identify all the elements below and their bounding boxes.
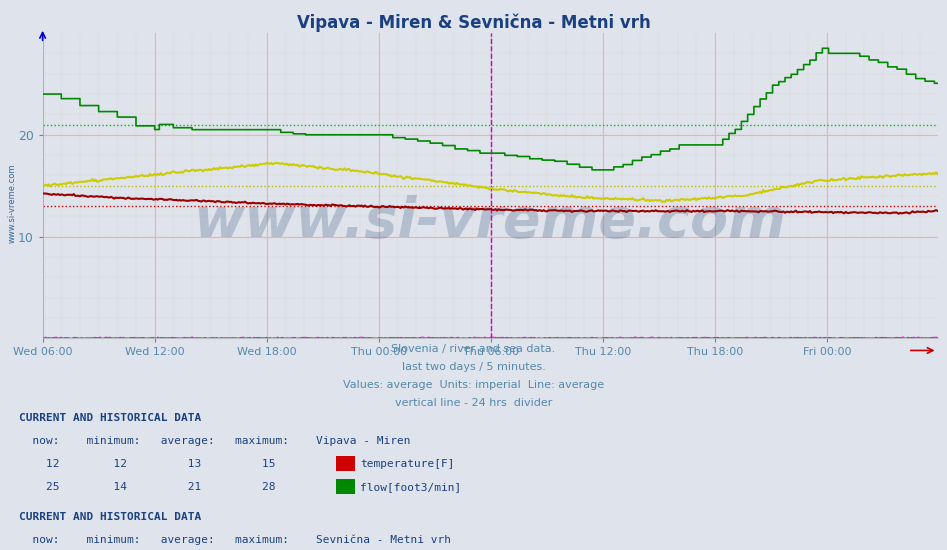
Text: www.si-vreme.com: www.si-vreme.com: [193, 195, 787, 249]
Text: vertical line - 24 hrs  divider: vertical line - 24 hrs divider: [395, 398, 552, 408]
Text: Slovenia / river and sea data.: Slovenia / river and sea data.: [391, 344, 556, 354]
Text: www.si-vreme.com: www.si-vreme.com: [8, 164, 17, 243]
Text: temperature[F]: temperature[F]: [360, 459, 455, 469]
Text: now:    minimum:   average:   maximum:    Vipava - Miren: now: minimum: average: maximum: Vipava -…: [19, 436, 410, 446]
Text: Vipava - Miren & Sevnična - Metni vrh: Vipava - Miren & Sevnična - Metni vrh: [296, 14, 651, 32]
Text: 25        14         21         28: 25 14 21 28: [19, 482, 276, 492]
Text: flow[foot3/min]: flow[foot3/min]: [360, 482, 461, 492]
Text: CURRENT AND HISTORICAL DATA: CURRENT AND HISTORICAL DATA: [19, 512, 201, 522]
Text: 12        12         13         15: 12 12 13 15: [19, 459, 276, 469]
Text: now:    minimum:   average:   maximum:    Sevnična - Metni vrh: now: minimum: average: maximum: Sevnična…: [19, 535, 451, 546]
Text: Values: average  Units: imperial  Line: average: Values: average Units: imperial Line: av…: [343, 380, 604, 390]
Text: CURRENT AND HISTORICAL DATA: CURRENT AND HISTORICAL DATA: [19, 412, 201, 423]
Text: last two days / 5 minutes.: last two days / 5 minutes.: [402, 362, 545, 372]
